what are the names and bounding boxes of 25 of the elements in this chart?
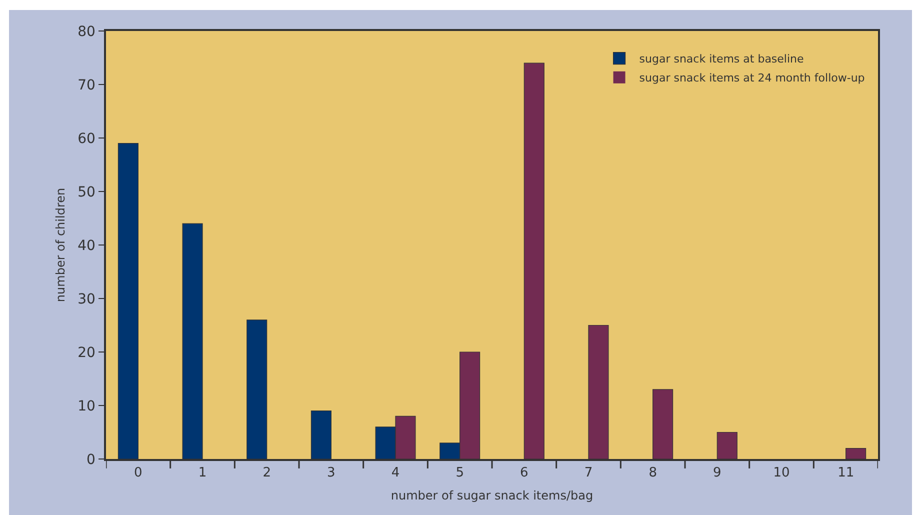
x-axis-title: number of sugar snack items/bag bbox=[390, 488, 594, 503]
y-tick-label: 70 bbox=[78, 77, 96, 94]
y-tick-label: 20 bbox=[78, 344, 96, 361]
y-tick-label: 30 bbox=[78, 291, 96, 308]
x-tick-label: 4 bbox=[391, 465, 400, 480]
x-tick-label: 9 bbox=[713, 465, 722, 480]
legend-label: sugar snack items at baseline bbox=[639, 52, 804, 66]
legend-label: sugar snack items at 24 month follow-up bbox=[639, 72, 865, 85]
y-tick-label: 40 bbox=[78, 238, 96, 254]
x-tick-label: 2 bbox=[262, 465, 271, 480]
y-tick-label: 60 bbox=[78, 130, 96, 147]
y-tick-label: 50 bbox=[78, 184, 96, 200]
y-axis-title: number of children bbox=[53, 188, 68, 302]
x-tick-label: 11 bbox=[838, 465, 854, 480]
y-tick-label: 10 bbox=[78, 398, 96, 414]
y-tick-label: 80 bbox=[78, 24, 96, 40]
x-tick-label: 1 bbox=[198, 465, 207, 480]
x-tick-label: 6 bbox=[520, 465, 528, 480]
x-tick-label: 5 bbox=[456, 465, 464, 480]
x-tick-label: 0 bbox=[134, 465, 142, 480]
x-tick-label: 8 bbox=[648, 465, 657, 480]
x-tick-label: 10 bbox=[773, 465, 790, 480]
x-tick-label: 3 bbox=[327, 465, 336, 480]
y-tick-label: 0 bbox=[86, 452, 96, 468]
x-tick-label: 7 bbox=[584, 465, 593, 480]
